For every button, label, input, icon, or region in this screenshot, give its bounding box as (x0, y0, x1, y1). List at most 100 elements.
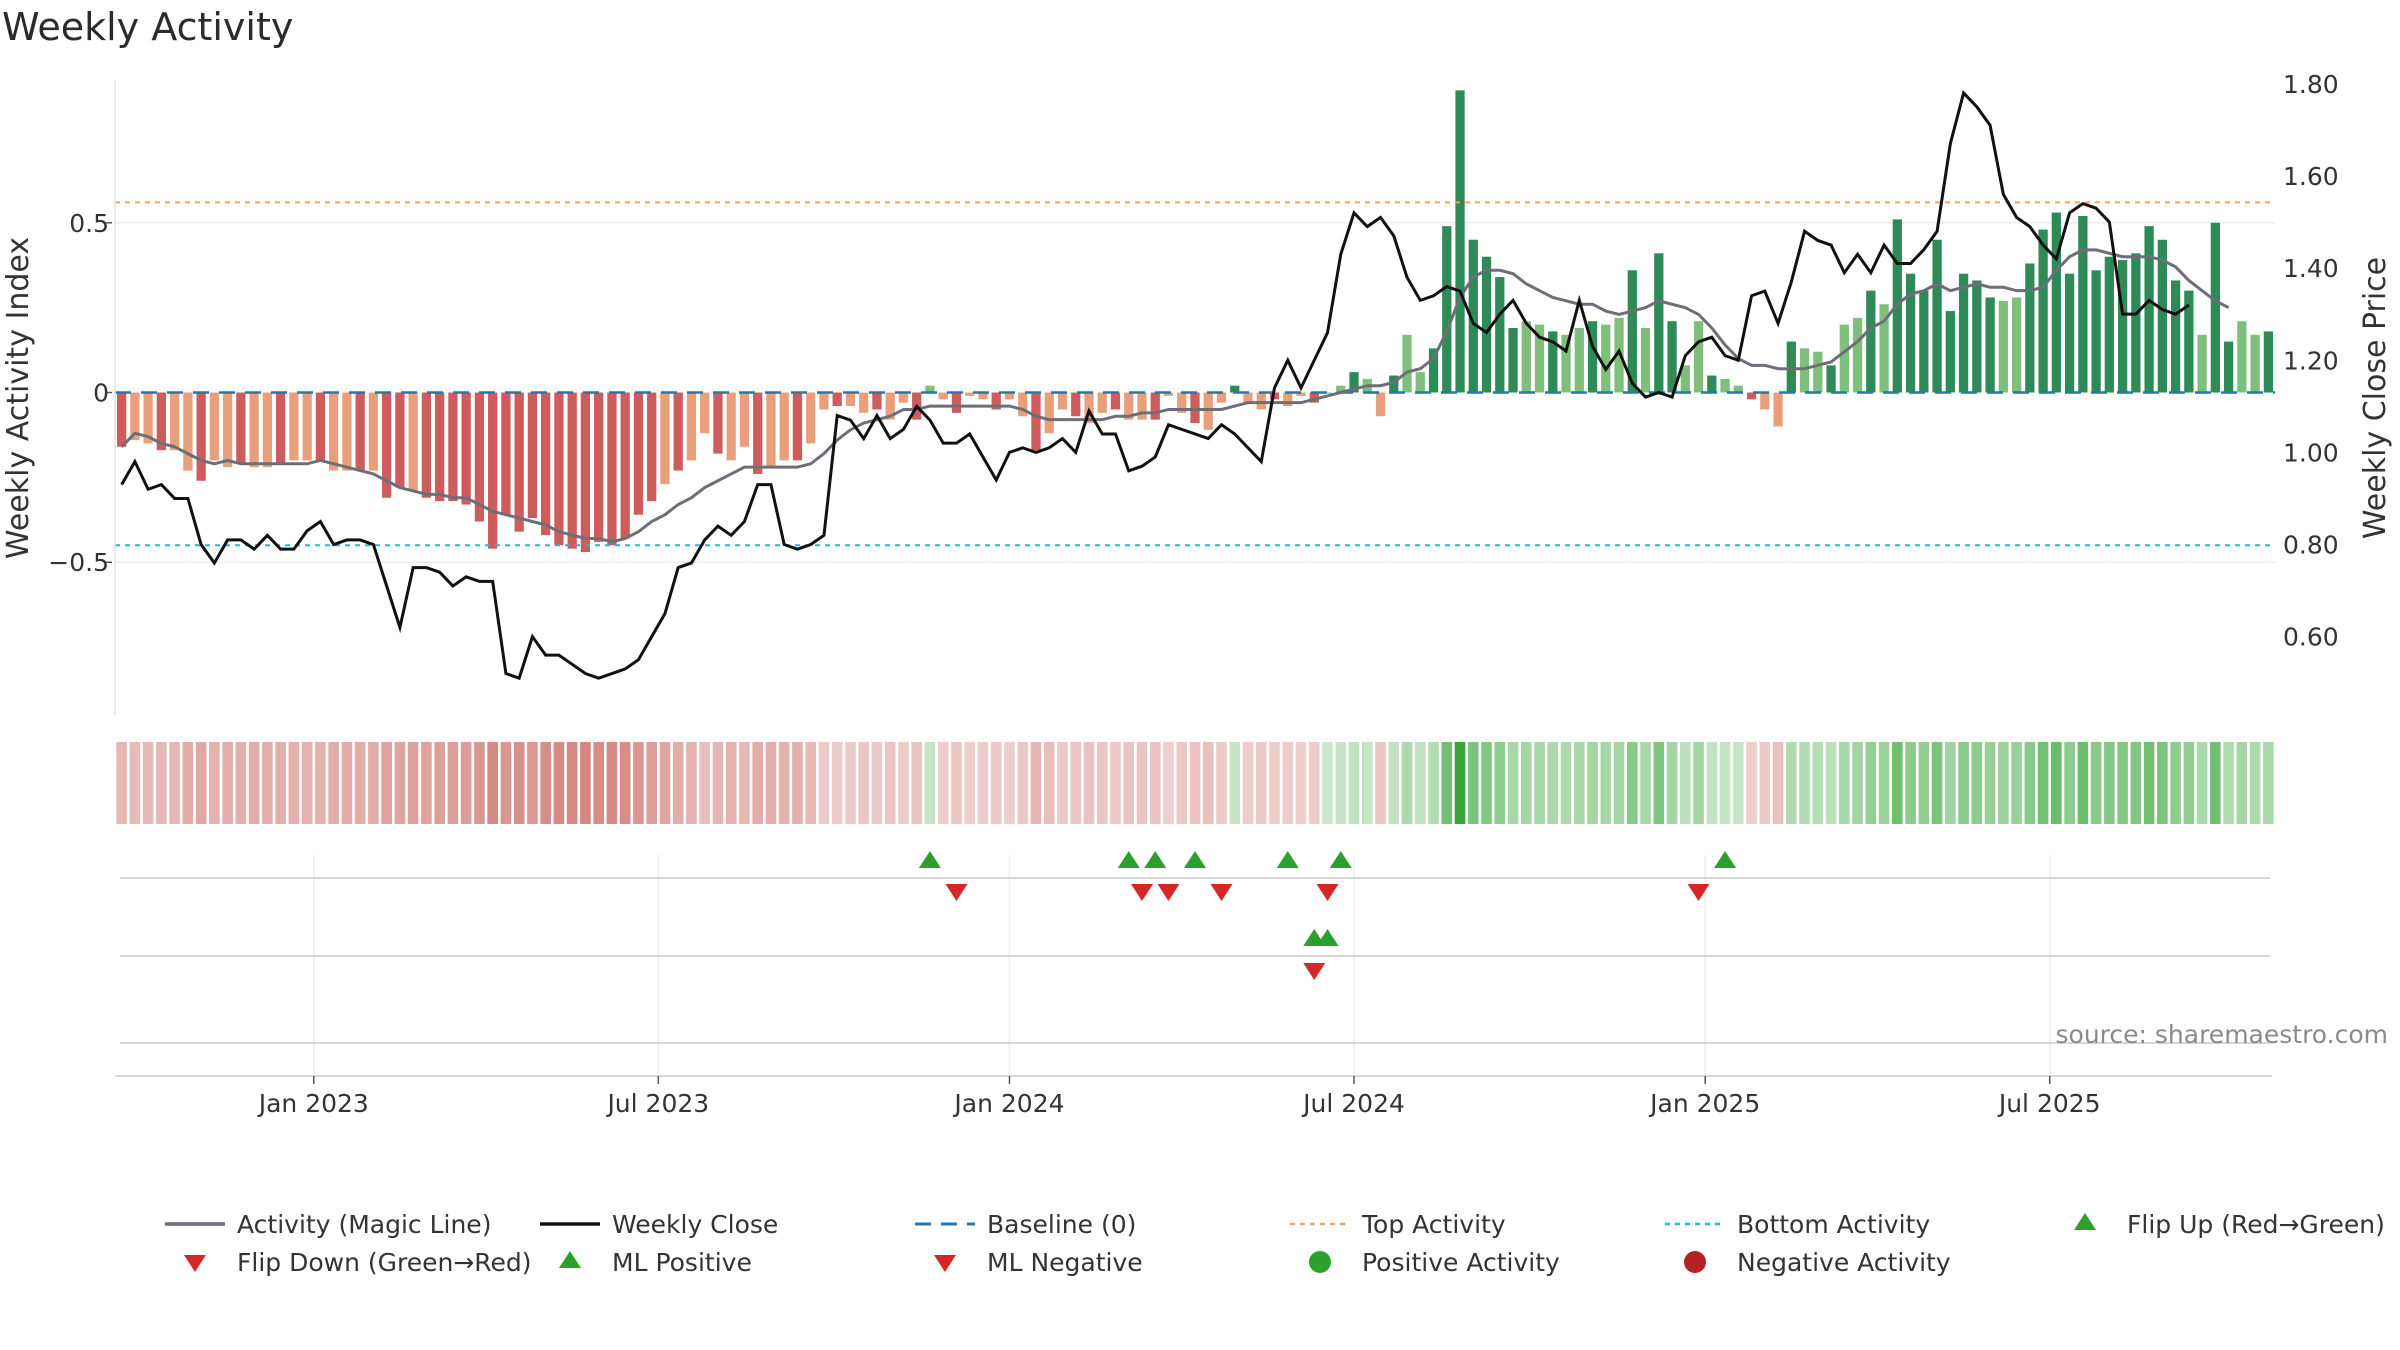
flip-down-marker (945, 884, 968, 901)
heat-cell (182, 742, 194, 824)
activity-bar (1905, 273, 1916, 393)
heat-cell (1295, 742, 1307, 824)
activity-bar (2223, 341, 2234, 393)
activity-bar (1349, 372, 1359, 393)
heat-cell (1984, 742, 1996, 824)
activity-bar (1071, 392, 1081, 417)
activity-bar (1428, 348, 1439, 393)
activity-bar (541, 392, 551, 536)
activity-bar (488, 392, 498, 549)
heat-cell (195, 742, 207, 824)
heat-cell (712, 742, 724, 824)
heat-cell (487, 742, 498, 824)
heat-cell (1931, 742, 1943, 824)
activity-bar (1137, 392, 1147, 420)
activity-bar (1760, 392, 1770, 410)
heat-cell (646, 742, 657, 824)
heat-cell (1110, 742, 1121, 824)
heat-cell (315, 742, 326, 824)
activity-bar (1044, 392, 1054, 434)
activity-bar (978, 392, 988, 400)
activity-bar (1442, 226, 1452, 393)
activity-bar (2250, 334, 2260, 393)
activity-bar (1203, 392, 1213, 430)
activity-bar (1402, 334, 1412, 393)
activity-bar (289, 392, 299, 461)
activity-bar (1919, 290, 1929, 393)
heat-cell (1441, 742, 1453, 824)
heat-cell (2011, 742, 2022, 824)
activity-bar (806, 392, 816, 444)
activity-bar (395, 392, 405, 488)
x-tick-label: Jan 2025 (1648, 1089, 1760, 1118)
heat-cell (434, 742, 445, 824)
activity-bar (1216, 392, 1227, 403)
heat-cell (275, 742, 286, 824)
activity-bar (2051, 212, 2061, 393)
activity-bar (1150, 392, 1160, 420)
flip-down-marker (1157, 884, 1180, 901)
activity-bar (567, 392, 577, 549)
heat-cell (1282, 742, 1294, 824)
activity-bar (514, 392, 524, 532)
legend-label: Flip Up (Red→Green) (2127, 1210, 2385, 1239)
activity-bar (607, 392, 617, 546)
activity-bar (1561, 334, 1571, 393)
activity-bar (1866, 290, 1876, 393)
activity-bar (819, 392, 829, 410)
activity-bar (1945, 311, 1955, 393)
heat-cell (1945, 742, 1956, 824)
activity-bar (1375, 392, 1386, 417)
heat-cell (858, 742, 870, 824)
legend-item: Flip Down (Green→Red) (184, 1248, 532, 1277)
legend-swatch-triangle-up (2074, 1213, 2096, 1230)
activity-bar (832, 392, 842, 407)
legend-swatch-triangle-up (559, 1251, 581, 1268)
activity-bar (965, 392, 975, 396)
activity-bar (1296, 392, 1306, 396)
chart-title: Weekly Activity (2, 5, 293, 49)
activity-bar (766, 392, 776, 468)
activity-bar (739, 392, 750, 447)
heat-cell (1918, 742, 1930, 824)
legend-swatch-triangle-down (184, 1255, 206, 1272)
activity-bar (1839, 324, 1849, 393)
activity-bar (1879, 304, 1889, 393)
legend-label: Activity (Magic Line) (237, 1210, 491, 1239)
heat-cell (1587, 742, 1598, 824)
heat-cell (1481, 742, 1492, 824)
legend-item: Bottom Activity (1665, 1210, 1930, 1239)
heat-cell (1017, 742, 1029, 824)
heat-cell (1136, 742, 1148, 824)
heat-cell (765, 742, 777, 824)
heat-cell (1401, 742, 1413, 824)
legend-label: Positive Activity (1362, 1248, 1560, 1277)
heat-cell (553, 742, 565, 824)
x-tick-label: Jul 2023 (605, 1089, 709, 1118)
heat-cell (593, 742, 604, 824)
heat-cell (328, 742, 339, 824)
activity-bar (1548, 331, 1558, 393)
activity-bar (236, 392, 246, 464)
flip-up-marker (1276, 851, 1299, 868)
heat-cell (1123, 742, 1135, 824)
heat-cell (288, 742, 300, 824)
legend-item: Positive Activity (1309, 1248, 1560, 1277)
heat-cell (1149, 742, 1161, 824)
activity-bar (461, 392, 471, 505)
heat-cell (447, 742, 459, 824)
heat-cell (1680, 742, 1691, 824)
weekly-close-series (120, 90, 2190, 681)
flip-down-marker (1687, 884, 1710, 901)
heat-cell (2236, 742, 2248, 824)
heat-cell (566, 742, 578, 824)
activity-bar (845, 392, 856, 407)
activity-bar (1799, 348, 1810, 393)
x-tick-label: Jan 2023 (257, 1089, 369, 1118)
heat-cell (142, 742, 154, 824)
heat-cell (1746, 742, 1757, 824)
heat-cell (2263, 742, 2274, 824)
activity-bar (779, 392, 789, 461)
magic-line-series (120, 248, 2230, 544)
heat-cell (2051, 742, 2062, 824)
